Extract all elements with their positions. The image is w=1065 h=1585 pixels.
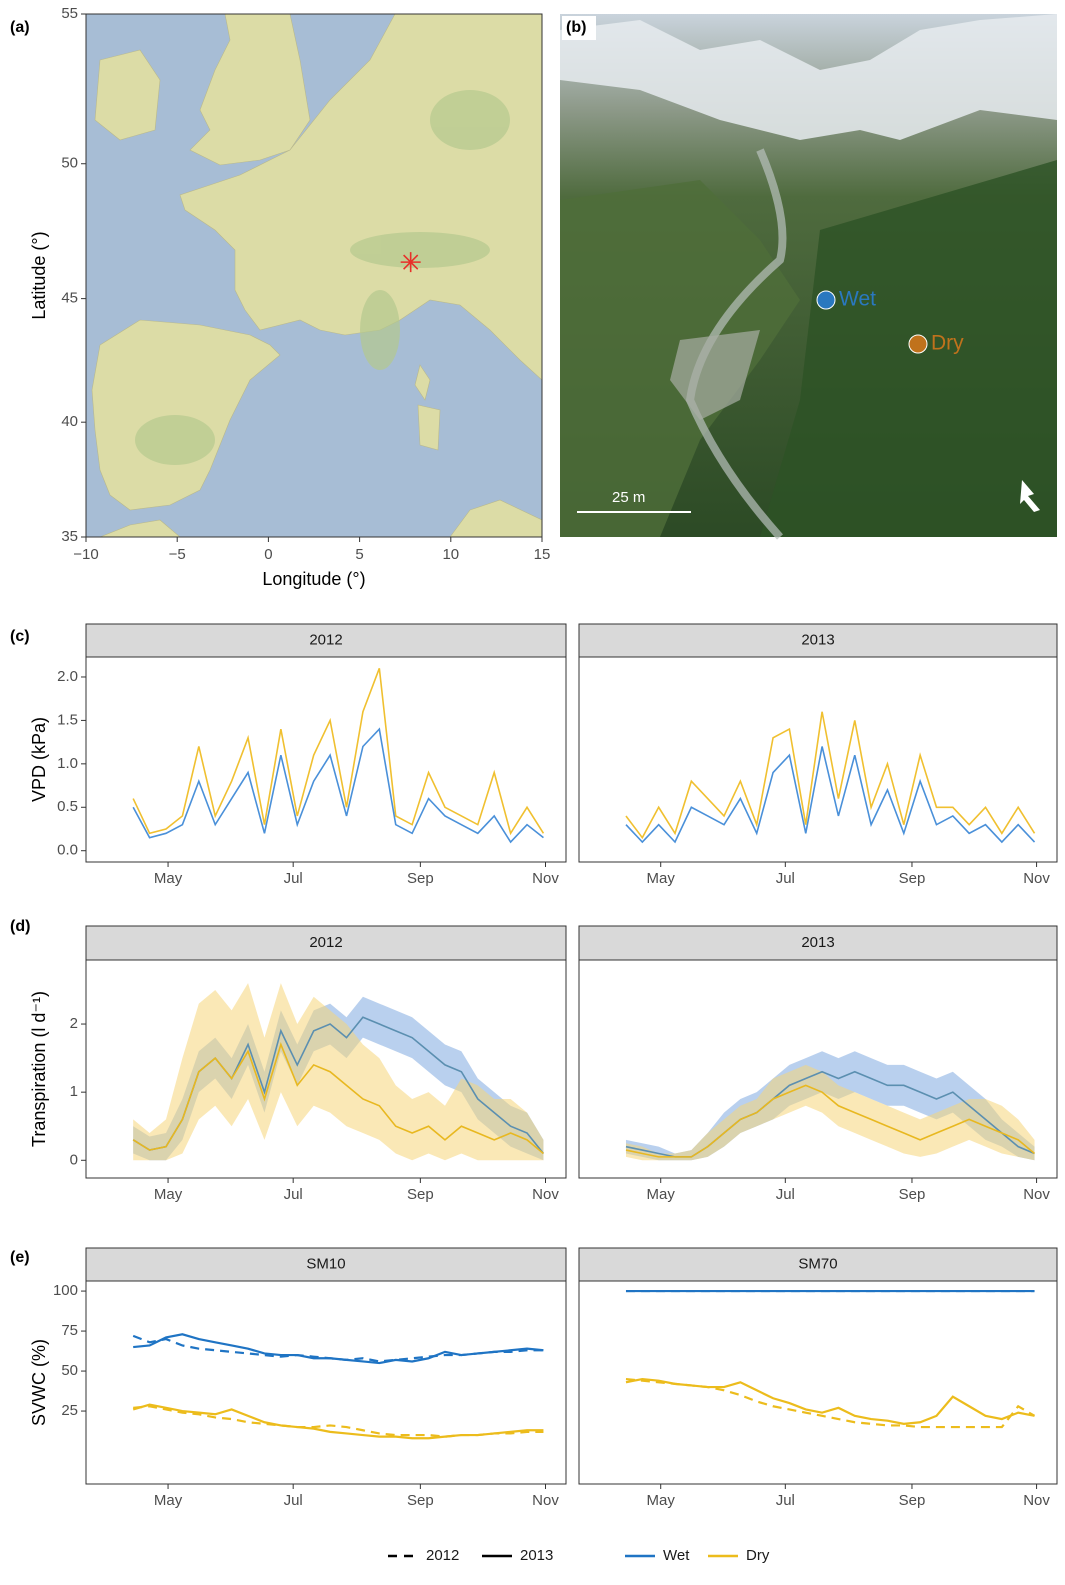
x-tick-label: Nov <box>532 870 559 887</box>
y-tick-label: 55 <box>61 5 78 22</box>
x-tick-label: Sep <box>899 870 926 887</box>
x-tick-label: May <box>647 1186 676 1203</box>
y-axis-label: Transpiration (l d⁻¹) <box>29 991 49 1147</box>
facet-title: 2013 <box>801 631 834 648</box>
legend-label: Dry <box>746 1547 770 1564</box>
y-tick-label: 75 <box>61 1322 78 1339</box>
x-tick-label: Nov <box>1023 1492 1050 1509</box>
x-tick-label: Nov <box>1023 870 1050 887</box>
x-tick-label: Jul <box>284 1492 303 1509</box>
scale-label: 25 m <box>612 489 645 506</box>
y-tick-label: 45 <box>61 290 78 307</box>
y-tick-label: 1.0 <box>57 755 78 772</box>
site-label: Wet <box>839 288 876 311</box>
x-tick-label: Nov <box>532 1186 559 1203</box>
panel-tag: (b) <box>566 19 586 36</box>
x-tick-label: 15 <box>534 546 551 563</box>
y-tick-label: 35 <box>61 528 78 545</box>
x-tick-label: Sep <box>407 870 434 887</box>
x-tick-label: 5 <box>355 546 363 563</box>
legend-label: 2013 <box>520 1547 553 1564</box>
x-tick-label: Jul <box>284 1186 303 1203</box>
y-axis-label: Latitude (°) <box>29 231 49 319</box>
facet-title: SM70 <box>798 1255 837 1272</box>
x-tick-label: Sep <box>899 1186 926 1203</box>
x-axis-label: Longitude (°) <box>262 569 365 589</box>
site-label: Dry <box>931 332 964 355</box>
x-tick-label: May <box>154 870 183 887</box>
x-tick-label: Sep <box>407 1186 434 1203</box>
x-tick-label: 10 <box>442 546 459 563</box>
facet-title: 2012 <box>309 631 342 648</box>
facet-title: 2013 <box>801 934 834 951</box>
facet-title: 2012 <box>309 934 342 951</box>
site-marker <box>909 335 927 353</box>
y-tick-label: 0.0 <box>57 842 78 859</box>
panel <box>86 1281 566 1484</box>
x-tick-label: −10 <box>73 546 98 563</box>
panel-tag: (c) <box>10 628 30 645</box>
x-tick-label: Jul <box>776 1492 795 1509</box>
map-base <box>86 14 542 537</box>
y-tick-label: 0 <box>70 1151 78 1168</box>
y-tick-label: 0.5 <box>57 798 78 815</box>
figure: 25 m (b) WetDry(a)−10−50510153540455055L… <box>0 0 1065 1580</box>
panel <box>579 1281 1057 1484</box>
y-tick-label: 2 <box>70 1015 78 1032</box>
x-tick-label: Sep <box>407 1492 434 1509</box>
facet-title: SM10 <box>306 1255 345 1272</box>
x-tick-label: Jul <box>284 870 303 887</box>
panel <box>579 657 1057 862</box>
y-axis-label: SVWC (%) <box>29 1339 49 1426</box>
x-tick-label: Sep <box>899 1492 926 1509</box>
y-tick-label: 1 <box>70 1083 78 1100</box>
x-tick-label: May <box>647 1492 676 1509</box>
x-tick-label: Jul <box>776 1186 795 1203</box>
y-tick-label: 50 <box>61 1362 78 1379</box>
panel-tag: (d) <box>10 918 30 935</box>
x-tick-label: Jul <box>776 870 795 887</box>
y-axis-label: VPD (kPa) <box>29 717 49 802</box>
panel-tag: (a) <box>10 19 30 36</box>
x-tick-label: Nov <box>532 1492 559 1509</box>
x-tick-label: May <box>647 870 676 887</box>
site-marker <box>817 291 835 309</box>
x-tick-label: 0 <box>264 546 272 563</box>
y-tick-label: 25 <box>61 1402 78 1419</box>
y-tick-label: 40 <box>61 413 78 430</box>
x-tick-label: May <box>154 1186 183 1203</box>
legend-label: 2012 <box>426 1547 459 1564</box>
x-tick-label: −5 <box>169 546 186 563</box>
legend-label: Wet <box>663 1547 690 1564</box>
x-tick-label: Nov <box>1023 1186 1050 1203</box>
site-point <box>401 252 421 272</box>
y-tick-label: 1.5 <box>57 711 78 728</box>
y-tick-label: 50 <box>61 155 78 172</box>
panel-tag: (e) <box>10 1249 30 1266</box>
photo <box>560 14 1057 537</box>
y-tick-label: 100 <box>53 1282 78 1299</box>
x-tick-label: May <box>154 1492 183 1509</box>
y-tick-label: 2.0 <box>57 668 78 685</box>
